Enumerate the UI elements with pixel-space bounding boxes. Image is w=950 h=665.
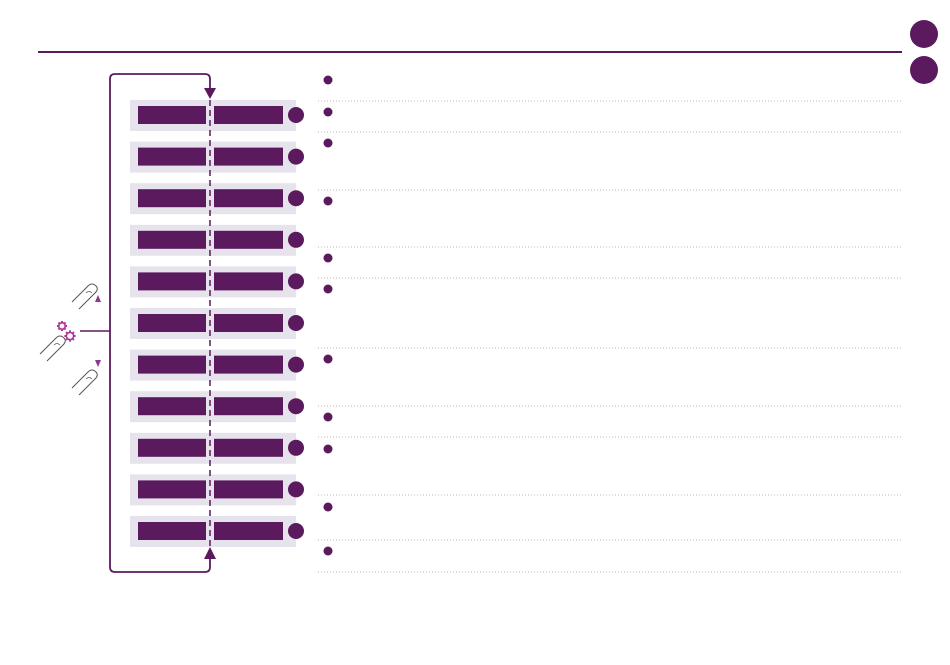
legend-item: [323, 75, 333, 85]
row-marker-dot: [288, 481, 304, 498]
diagram-row: [130, 391, 304, 423]
row-left-bar: [138, 272, 206, 291]
finger-outline: [71, 369, 98, 396]
row-marker-dot: [288, 148, 304, 165]
row-right-bar: [214, 438, 283, 457]
row-left-bar: [138, 480, 206, 499]
row-left-bar: [138, 106, 206, 124]
diagram-row: [130, 141, 304, 173]
legend-item: [323, 253, 333, 263]
legend-bullet: [323, 196, 333, 206]
finger-outline: [71, 283, 98, 310]
diagram-row: [130, 516, 304, 547]
legend-bullet: [323, 412, 333, 422]
diagram-row: [130, 308, 304, 339]
gear-body: [65, 331, 75, 341]
row-right-bar: [214, 522, 283, 540]
row-right-bar: [214, 189, 283, 208]
finger-tap-icon: [39, 335, 66, 362]
row-right-bar: [214, 355, 283, 374]
legend-bullet: [323, 284, 333, 294]
legend-item: [323, 444, 333, 454]
legend-bullet: [323, 354, 333, 364]
row-right-bar: [214, 480, 283, 499]
row-right-bar: [214, 397, 283, 416]
legend-bullet: [323, 253, 333, 263]
row-marker-dot: [288, 356, 304, 373]
row-left-bar: [138, 438, 206, 457]
finger-outline: [39, 335, 66, 362]
diagram-row: [130, 100, 304, 131]
diagram-row: [130, 474, 304, 506]
row-right-bar: [214, 314, 283, 332]
header-rule: [38, 51, 902, 53]
diagram-row: [130, 349, 304, 381]
diagram-row: [130, 432, 304, 464]
up-arrowhead-icon: [204, 547, 216, 559]
row-left-bar: [138, 230, 206, 249]
row-marker-dot: [288, 523, 304, 539]
finger-tap-icon: [71, 369, 98, 396]
page-badge-1: [910, 20, 938, 48]
finger-nail: [85, 377, 93, 380]
row-marker-dot: [288, 190, 304, 207]
legend-bullet: [323, 444, 333, 454]
row-marker-dot: [288, 315, 304, 331]
legend-item: [323, 354, 333, 364]
row-marker-dot: [288, 439, 304, 456]
row-marker-dot: [288, 398, 304, 415]
diagram-row: [130, 224, 304, 256]
legend-bullet: [323, 502, 333, 512]
row-left-bar: [138, 147, 206, 166]
row-left-bar: [138, 522, 206, 540]
gear-icon: [57, 321, 67, 331]
legend-item: [323, 502, 333, 512]
legend-item: [323, 138, 333, 148]
legend-item: [323, 412, 333, 422]
down-arrow-icon: [95, 360, 101, 367]
loop-bracket: [109, 73, 211, 573]
legend-item: [323, 546, 333, 556]
finger-nail: [53, 343, 61, 346]
row-marker-dot: [288, 107, 304, 123]
legend-item: [323, 107, 333, 117]
row-left-bar: [138, 189, 206, 208]
row-right-bar: [214, 106, 283, 124]
down-arrowhead-icon: [204, 88, 216, 99]
finger-tap-icon: [71, 283, 98, 310]
row-right-bar: [214, 272, 283, 291]
gear-icon: [64, 330, 76, 342]
row-right-bar: [214, 230, 283, 249]
legend-bullet: [323, 107, 333, 117]
legend-bullet: [323, 75, 333, 85]
row-left-bar: [138, 355, 206, 374]
legend-bullet: [323, 546, 333, 556]
row-marker-dot: [288, 273, 304, 290]
legend-item: [323, 284, 333, 294]
up-arrow-icon: [95, 295, 101, 302]
page-badge-2: [910, 56, 938, 84]
diagram-row: [130, 183, 304, 215]
diagram-row: [130, 266, 304, 298]
gear-body: [57, 321, 66, 330]
row-left-bar: [138, 397, 206, 416]
row-left-bar: [138, 314, 206, 332]
legend-item: [323, 196, 333, 206]
row-marker-dot: [288, 231, 304, 248]
finger-nail: [85, 291, 93, 294]
legend-bullet: [323, 138, 333, 148]
row-right-bar: [214, 147, 283, 166]
